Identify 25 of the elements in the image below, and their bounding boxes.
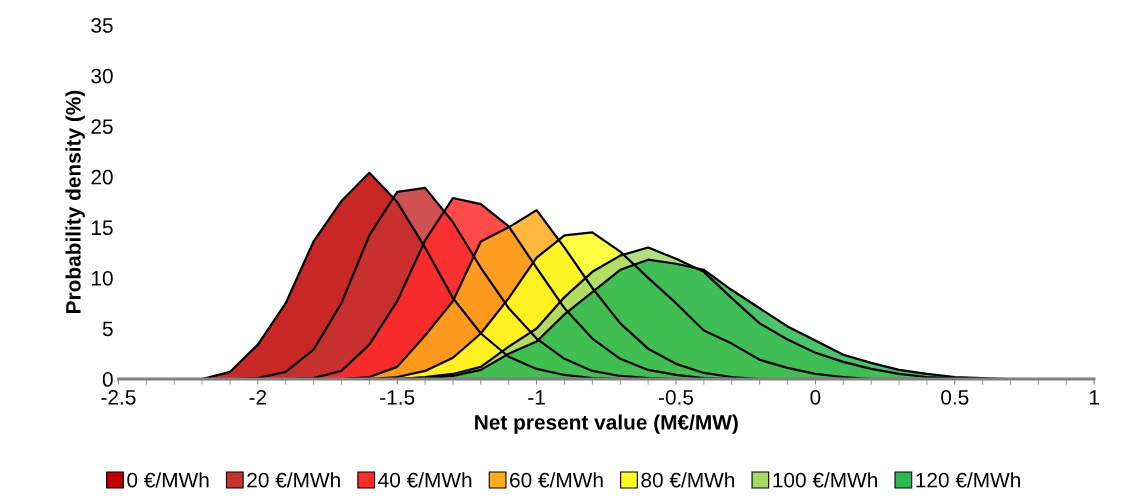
y-tick-label: 20 — [91, 169, 113, 185]
y-tick-label: 0 — [102, 372, 113, 387]
x-tick-label: -0.5 — [658, 389, 694, 405]
legend-label: 20 €/MWh — [247, 472, 340, 488]
y-tick-label: 15 — [92, 220, 113, 236]
y-tick-label: 10 — [92, 270, 113, 286]
x-tick-label: -1 — [528, 390, 545, 405]
legend-label: 40 €/MWh — [378, 472, 472, 488]
legend-label: 0 €/MWh — [127, 472, 209, 488]
y-tick-label: 5 — [102, 321, 113, 337]
x-tick-label: 0 — [810, 389, 821, 405]
legend-label: 120 €/MWh — [916, 472, 1020, 488]
y-tick-label: 25 — [91, 119, 113, 134]
x-tick-label: 0.5 — [941, 389, 969, 405]
legend-label: 100 €/MWh — [773, 472, 878, 488]
legend-label: 80 €/MWh — [641, 472, 735, 488]
x-tick-label: 1 — [1089, 390, 1099, 405]
x-tick-label: -1.5 — [380, 390, 415, 405]
y-tick-label: 35 — [91, 18, 113, 33]
y-tick-label: 30 — [91, 68, 113, 84]
y-axis-title: Probability density (%) — [65, 90, 85, 313]
x-axis-title: Net present value (M€/MW) — [475, 414, 738, 434]
x-tick-label: -2.5 — [101, 389, 136, 405]
legend-label: 60 €/MWh — [510, 472, 603, 488]
x-tick-label: -2 — [249, 389, 267, 405]
